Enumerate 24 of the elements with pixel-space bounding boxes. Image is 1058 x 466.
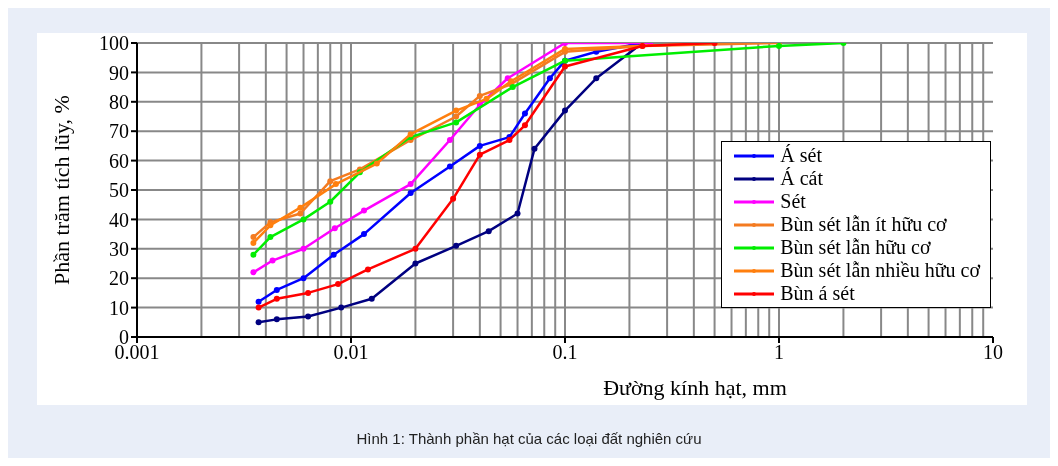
legend-label: Bùn sét lẫn ít hữu cơ: [780, 213, 947, 236]
x-tick-label: 0.1: [552, 341, 578, 364]
y-tick-label: 40: [109, 208, 129, 231]
y-tick-label: 30: [109, 237, 129, 260]
x-axis-title: Đường kính hạt, mm: [603, 375, 787, 400]
y-tick-label: 10: [109, 296, 129, 319]
legend-label: Á cát: [780, 167, 824, 190]
text: Hình 1: Thành phần hạt của các loại đất nghiên cứu: [355, 430, 703, 447]
y-tick-label: 80: [109, 90, 129, 113]
y-tick-label: 90: [109, 61, 129, 84]
x-tick-label: 10: [983, 341, 1003, 364]
y-tick-label: 70: [109, 120, 129, 143]
legend-label: Bùn sét lẫn nhiều hữu cơ: [780, 259, 980, 282]
legend-label: Sét: [780, 190, 806, 213]
x-tick-label: 1: [774, 341, 784, 364]
legend-label: Bùn á sét: [780, 282, 855, 305]
y-axis-title: Phần trăm tích lũy, %: [48, 95, 74, 285]
y-tick-label: 50: [109, 179, 129, 202]
y-tick-label: 100: [99, 32, 129, 55]
y-tick-label: 60: [109, 149, 129, 172]
y-tick-label: 20: [109, 267, 129, 290]
legend-label: Á sét: [780, 144, 822, 167]
x-tick-label: 0.01: [333, 341, 369, 364]
legend-label: Bùn sét lẫn hữu cơ: [780, 236, 931, 259]
